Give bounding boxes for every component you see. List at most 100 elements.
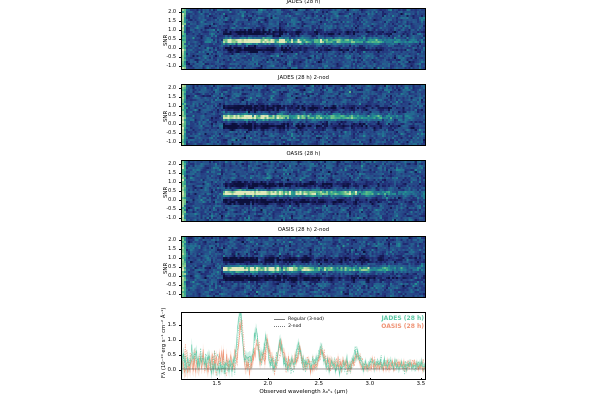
spectrum-legend: Regular (3-nod) 2-nod: [274, 316, 324, 330]
spectrum-xtick-mark: [267, 377, 269, 380]
snr-ytick-label: 0.5: [168, 264, 177, 270]
snr-ytick-label: 2.0: [168, 9, 177, 16]
snr-ytick-mark: [179, 249, 181, 250]
snr-ytick-mark: [179, 39, 181, 40]
snr-panel-3: OASIS (28 h) 2.0 1.5 1.0 0.5 0.0 -0.5 -1.0: [166, 151, 426, 222]
snr-ytick-mark: [179, 258, 181, 259]
snr-ytick-label: 2.0: [168, 237, 177, 244]
spectrum-xtick-mark: [216, 377, 218, 380]
snr-ytick-mark: [179, 275, 181, 277]
snr-ytick-label: 2.0: [168, 161, 177, 168]
snr-ytick-mark: [179, 88, 181, 90]
snr-panel-title: JADES (28 h) 2-nod: [277, 75, 330, 81]
snr-ytick-label: -1.0: [166, 290, 177, 297]
legend-item: Regular (3-nod): [274, 316, 324, 323]
spectrum-xtick-minor: [196, 378, 197, 380]
snr-ytick-label: 0.5: [168, 112, 177, 118]
snr-heatmap: [181, 84, 426, 146]
snr-ytick-mark: [179, 240, 181, 242]
spectrum-ytick-label: 0.0: [167, 366, 177, 373]
snr-panel-title: JADES (28 h): [286, 0, 321, 5]
snr-heatmap: [181, 236, 426, 298]
spectrum-xtick-minor: [237, 378, 238, 380]
spectrum-ytick-label: 0.5: [167, 351, 177, 358]
snr-panel-2: JADES (28 h) 2-nod 2.0 1.5 1.0 0.5 0.0 -0.5 -1.…: [166, 75, 426, 146]
snr-ytick-label: -0.5: [166, 205, 177, 212]
snr-ytick-label: 0.5: [168, 36, 177, 42]
spectrum-xtick-minor: [298, 378, 300, 380]
spectrum-ytick-mark: [178, 325, 181, 326]
spectrum-xtick-minor: [277, 378, 279, 380]
spectrum-xtick-label: 1.5: [212, 380, 222, 387]
spectrum-xtick-minor: [359, 378, 361, 380]
spectrum-xtick-minor: [390, 378, 391, 380]
snr-ytick-mark: [179, 115, 181, 116]
snr-ytick-label: 1.5: [168, 246, 177, 253]
spectrum-xtick-minor: [410, 378, 412, 380]
legend-line-dashed: [274, 326, 286, 328]
snr-ytick-mark: [179, 132, 181, 134]
snr-ytick-label: -1.0: [166, 214, 177, 221]
snr-panel-1: JADES (28 h) 2.0 1.5 1.0 0.5 0.0 -0.5 -1.0: [166, 0, 426, 70]
series-label: OASIS (28 h): [381, 323, 424, 330]
snr-ytick-label: 0.5: [168, 188, 177, 194]
spectrum-xtick-minor: [226, 378, 228, 380]
snr-ytick-mark: [179, 267, 181, 268]
legend-line-solid: [274, 319, 286, 321]
spectrum-xtick-minor: [349, 378, 351, 380]
snr-ytick-label: 0.0: [168, 44, 177, 51]
snr-ytick-mark: [179, 191, 181, 192]
snr-ytick-mark: [179, 141, 181, 143]
snr-ytick-mark: [179, 56, 181, 58]
spectrum-xtick-minor: [308, 378, 310, 380]
spectrum-plot-area: [181, 312, 426, 380]
snr-ytick-mark: [179, 97, 181, 98]
snr-ytick-label: 1.0: [168, 179, 177, 186]
snr-ytick-label: 0.0: [168, 196, 177, 203]
snr-ytick-mark: [179, 21, 181, 22]
spectrum-xtick-minor: [339, 378, 340, 380]
spectrum-xtick-label: 3.0: [365, 380, 375, 387]
spectrum-xtick-minor: [380, 378, 381, 380]
snr-ytick-mark: [179, 182, 181, 183]
series-label: JADES (28 h): [381, 315, 424, 322]
spectrum-xaxis-label: Observed wavelength λₒᵇₛ (µm): [259, 389, 348, 395]
snr-ytick-mark: [179, 293, 181, 295]
snr-heatmap: [181, 160, 426, 222]
snr-ytick-mark: [179, 173, 181, 174]
snr-ytick-mark: [179, 199, 181, 201]
spectrum-xtick-mark: [420, 377, 422, 380]
snr-ytick-label: 1.5: [168, 18, 177, 25]
snr-ytick-mark: [179, 47, 181, 49]
spectrum-xtick-label: 2.0: [263, 380, 273, 387]
snr-ytick-label: -1.0: [166, 62, 177, 69]
snr-ytick-mark: [179, 65, 181, 67]
snr-ytick-label: -0.5: [166, 129, 177, 136]
snr-ytick-mark: [179, 208, 181, 210]
snr-ytick-label: 0.0: [168, 120, 177, 127]
snr-ytick-mark: [179, 284, 181, 286]
spectrum-xtick-minor: [400, 378, 402, 380]
snr-ytick-label: 2.0: [168, 85, 177, 92]
snr-ytick-label: -1.0: [166, 138, 177, 145]
snr-ytick-label: 1.0: [168, 27, 177, 34]
spectrum-xtick-mark: [318, 377, 320, 380]
legend-item: 2-nod: [274, 323, 324, 330]
snr-panel-title: OASIS (28 h) 2-nod: [277, 227, 330, 233]
spectrum-ytick-label: 1.5: [167, 322, 177, 329]
spectrum-xtick-minor: [257, 378, 259, 380]
spectrum-xtick-minor: [329, 378, 330, 380]
spectrum-panel: 1.5 2.0 2.5 3.0 3.5 0.0 0.5 1.0 1.5 Regular (3-no…: [168, 312, 426, 387]
snr-ytick-label: 1.0: [168, 103, 177, 110]
snr-ytick-mark: [179, 164, 181, 166]
spectrum-xtick-label: 2.5: [314, 380, 324, 387]
spectrum-xtick-minor: [186, 378, 187, 380]
legend-label: 2-nod: [288, 324, 302, 330]
snr-ytick-label: 1.5: [168, 170, 177, 177]
spectrum-ytick-mark: [178, 369, 181, 371]
spectrum-ytick-mark: [178, 340, 181, 341]
snr-ytick-label: 0.0: [168, 272, 177, 279]
spectrum-xtick-minor: [288, 378, 289, 380]
snr-panel-title: OASIS (28 h): [286, 151, 321, 157]
